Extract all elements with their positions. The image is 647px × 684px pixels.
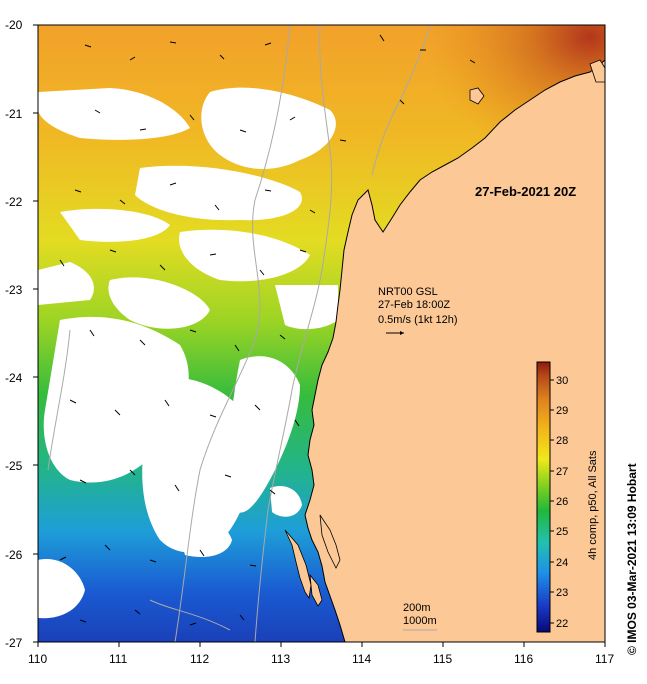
land-mass [304,25,605,642]
imos-credit: © IMOS 03-Mar-2021 13:09 Hobart [625,463,639,655]
colorbar-tick: 28 [556,435,568,447]
plot-frame [37,24,606,643]
plot-area [38,25,605,642]
depth-1000m: 1000m [403,615,437,627]
y-tick-label: -27 [5,636,23,650]
colorbar-tick: 22 [556,618,568,630]
current-time: 27-Feb 18:00Z [378,299,450,311]
depth-legend: 200m 1000m [403,602,437,631]
island-1 [309,573,323,607]
x-tick-label: 117 [595,652,614,666]
island-3 [589,59,605,83]
colorbar: 22 23 24 25 26 27 28 29 30 4h comp, p50,… [536,361,599,633]
peninsula-2 [319,514,341,569]
x-tick-label: 112 [190,652,209,666]
y-axis: -20 -21 -22 -23 -24 -25 -26 -27 [5,18,38,650]
x-tick-label: 116 [514,652,533,666]
date-label: 27-Feb-2021 20Z [475,184,576,199]
current-info: NRT00 GSL 27-Feb 18:00Z 0.5m/s (1kt 12h) [378,286,457,335]
y-tick-label: -22 [5,195,23,209]
no-data-cloud-patches [38,87,338,619]
isobaths [47,25,431,642]
x-tick-label: 113 [271,652,290,666]
colorbar-tick: 25 [556,526,568,538]
x-tick-label: 110 [28,652,47,666]
current-scale: 0.5m/s (1kt 12h) [378,314,457,326]
x-tick-label: 114 [352,652,371,666]
peninsula-1 [284,529,312,600]
island-2 [469,87,485,105]
scale-arrow-head [400,331,404,335]
y-tick-label: -23 [5,283,23,297]
x-tick-label: 115 [433,652,452,666]
colorbar-tick: 30 [556,375,568,387]
colorbar-tick: 23 [556,587,568,599]
depth-200m: 200m [403,602,431,614]
y-tick-label: -25 [5,459,23,473]
current-source: NRT00 GSL [378,286,438,298]
y-tick-label: -21 [5,107,23,121]
colorbar-label: 4h comp, p50, All Sats [587,450,599,560]
current-vectors [59,34,476,626]
y-tick-label: -24 [5,371,23,385]
y-tick-label: -26 [5,548,23,562]
x-tick-label: 111 [109,652,128,666]
colorbar-tick: 24 [556,557,568,569]
x-axis: 110 111 112 113 114 115 116 117 [28,642,614,666]
colorbar-tick: 26 [556,496,568,508]
colorbar-scale [536,361,551,633]
y-tick-label: -20 [5,18,23,32]
colorbar-tick: 29 [556,405,568,417]
colorbar-tick: 27 [556,466,568,478]
